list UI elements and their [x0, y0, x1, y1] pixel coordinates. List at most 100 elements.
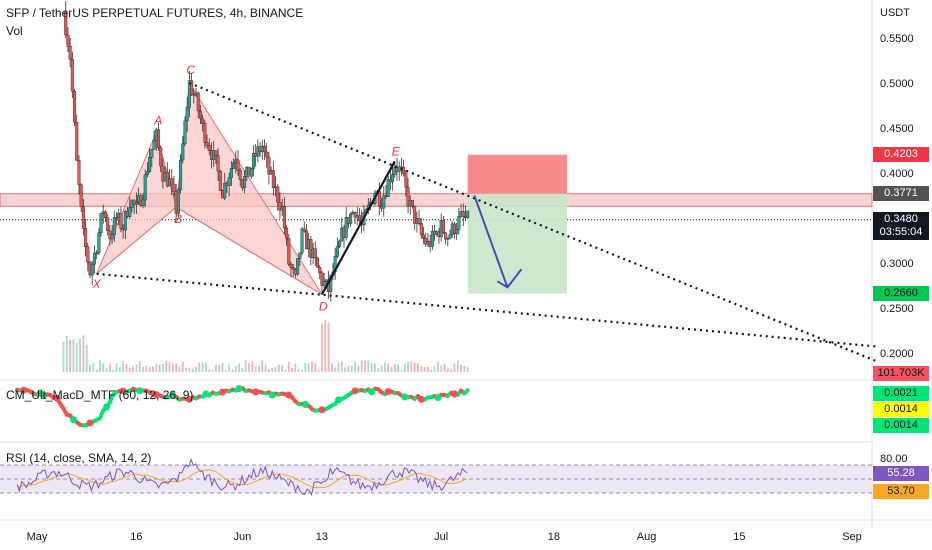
- volume-bar: [125, 363, 128, 372]
- volume-bar: [175, 363, 178, 372]
- volume-bar: [248, 362, 250, 372]
- volume-bar: [165, 360, 168, 372]
- candle-body: [84, 228, 88, 247]
- candle-body: [77, 160, 81, 185]
- candle-body: [357, 215, 361, 222]
- candle-body: [183, 120, 187, 145]
- candle-body: [391, 174, 395, 183]
- candle-body: [313, 248, 317, 259]
- candle-body: [282, 206, 286, 229]
- candle-body: [143, 174, 147, 201]
- volume-bar: [287, 361, 290, 372]
- pattern-label-a: A: [153, 114, 162, 128]
- volume-bar: [307, 363, 310, 372]
- volume-bar: [347, 365, 350, 372]
- volume-bar: [304, 362, 307, 372]
- candle-body: [70, 58, 74, 92]
- candle-body: [309, 239, 313, 258]
- price-tag-0: 0.4203: [873, 147, 929, 163]
- volume-bar: [450, 369, 453, 372]
- volume-bar: [178, 367, 181, 372]
- x-tick-label: Jul: [434, 531, 448, 543]
- candle-body: [335, 246, 339, 257]
- candle-body: [417, 218, 421, 224]
- macd-cross-dot: [136, 387, 144, 395]
- macd-tag-2: 0.0014: [873, 418, 929, 433]
- candle-body: [466, 210, 470, 218]
- candle-body: [112, 217, 116, 236]
- rsi-value-tag: 55.28: [873, 466, 929, 481]
- volume-bar: [374, 363, 376, 372]
- macd-cross-dot: [318, 406, 326, 414]
- macd-plot: [15, 385, 470, 428]
- candle-body: [296, 258, 300, 275]
- volume-bar: [466, 367, 469, 372]
- volume-bar: [181, 361, 184, 372]
- candle-body: [236, 159, 240, 171]
- volume-bar: [311, 361, 313, 372]
- harmonic-de-leg: [320, 160, 396, 296]
- volume-bar: [132, 365, 134, 372]
- rsi-line: [16, 457, 468, 497]
- volume-bar: [75, 343, 78, 372]
- volume-bar: [211, 369, 214, 372]
- candle-body: [298, 252, 302, 259]
- candle-body: [291, 267, 295, 270]
- candle-body: [176, 189, 180, 214]
- volume-bar: [268, 368, 270, 372]
- candle-body: [406, 186, 410, 207]
- volume-bar: [115, 363, 118, 372]
- candle-body: [430, 230, 434, 247]
- candle-body: [134, 201, 138, 205]
- rsi-sma-tag: 53.70: [873, 484, 929, 499]
- forecast-arrow: [473, 195, 509, 288]
- macd-cross-dot: [20, 386, 28, 394]
- volume-bar: [171, 363, 174, 372]
- macd-cross-dot: [185, 395, 193, 403]
- volume-bar: [427, 366, 429, 372]
- candle-body: [344, 217, 348, 238]
- candle-body: [441, 220, 445, 233]
- pattern-label-d: D: [319, 300, 328, 314]
- candle-body: [289, 263, 293, 268]
- candle-body: [300, 228, 304, 254]
- x-tick-label: 16: [130, 531, 142, 543]
- take-profit-zone: [467, 193, 568, 294]
- candle-body: [86, 246, 90, 263]
- macd-cross-dot: [384, 388, 392, 396]
- candle-body: [119, 212, 123, 229]
- volume-bar: [334, 367, 337, 372]
- macd-cross-dot: [252, 388, 260, 396]
- volume-bar: [380, 365, 383, 372]
- candle-body: [75, 122, 79, 161]
- candle-body: [455, 229, 459, 235]
- candle-body: [267, 156, 271, 175]
- volume-bar: [99, 360, 101, 372]
- macd-tag-0: 0.0021: [873, 386, 929, 401]
- candle-body: [223, 182, 227, 199]
- macd-cross-dot: [401, 393, 409, 401]
- volume-bar: [69, 339, 72, 372]
- volume-bar: [161, 363, 164, 372]
- volume-bar: [138, 361, 141, 372]
- currency-label: USDT: [880, 7, 910, 19]
- candle-body: [287, 238, 291, 265]
- volume-bar: [460, 364, 462, 372]
- macd-cross-dot: [235, 385, 243, 393]
- candle-body: [110, 234, 114, 240]
- volume-bar: [188, 367, 191, 372]
- candle-body: [196, 92, 200, 112]
- volume-bar: [443, 363, 446, 372]
- price-tag-1: 0.3771: [873, 186, 929, 202]
- volume-bars: [62, 319, 469, 372]
- candle-body: [320, 272, 324, 286]
- volume-bar: [387, 363, 390, 372]
- y-tick-label: 0.2500: [880, 303, 914, 315]
- volume-bar: [360, 360, 363, 372]
- y-tick-label: 0.5500: [880, 33, 914, 45]
- candle-body: [457, 216, 461, 230]
- candle-body: [302, 228, 306, 232]
- volume-bar: [456, 360, 459, 372]
- volume-bar: [367, 360, 370, 372]
